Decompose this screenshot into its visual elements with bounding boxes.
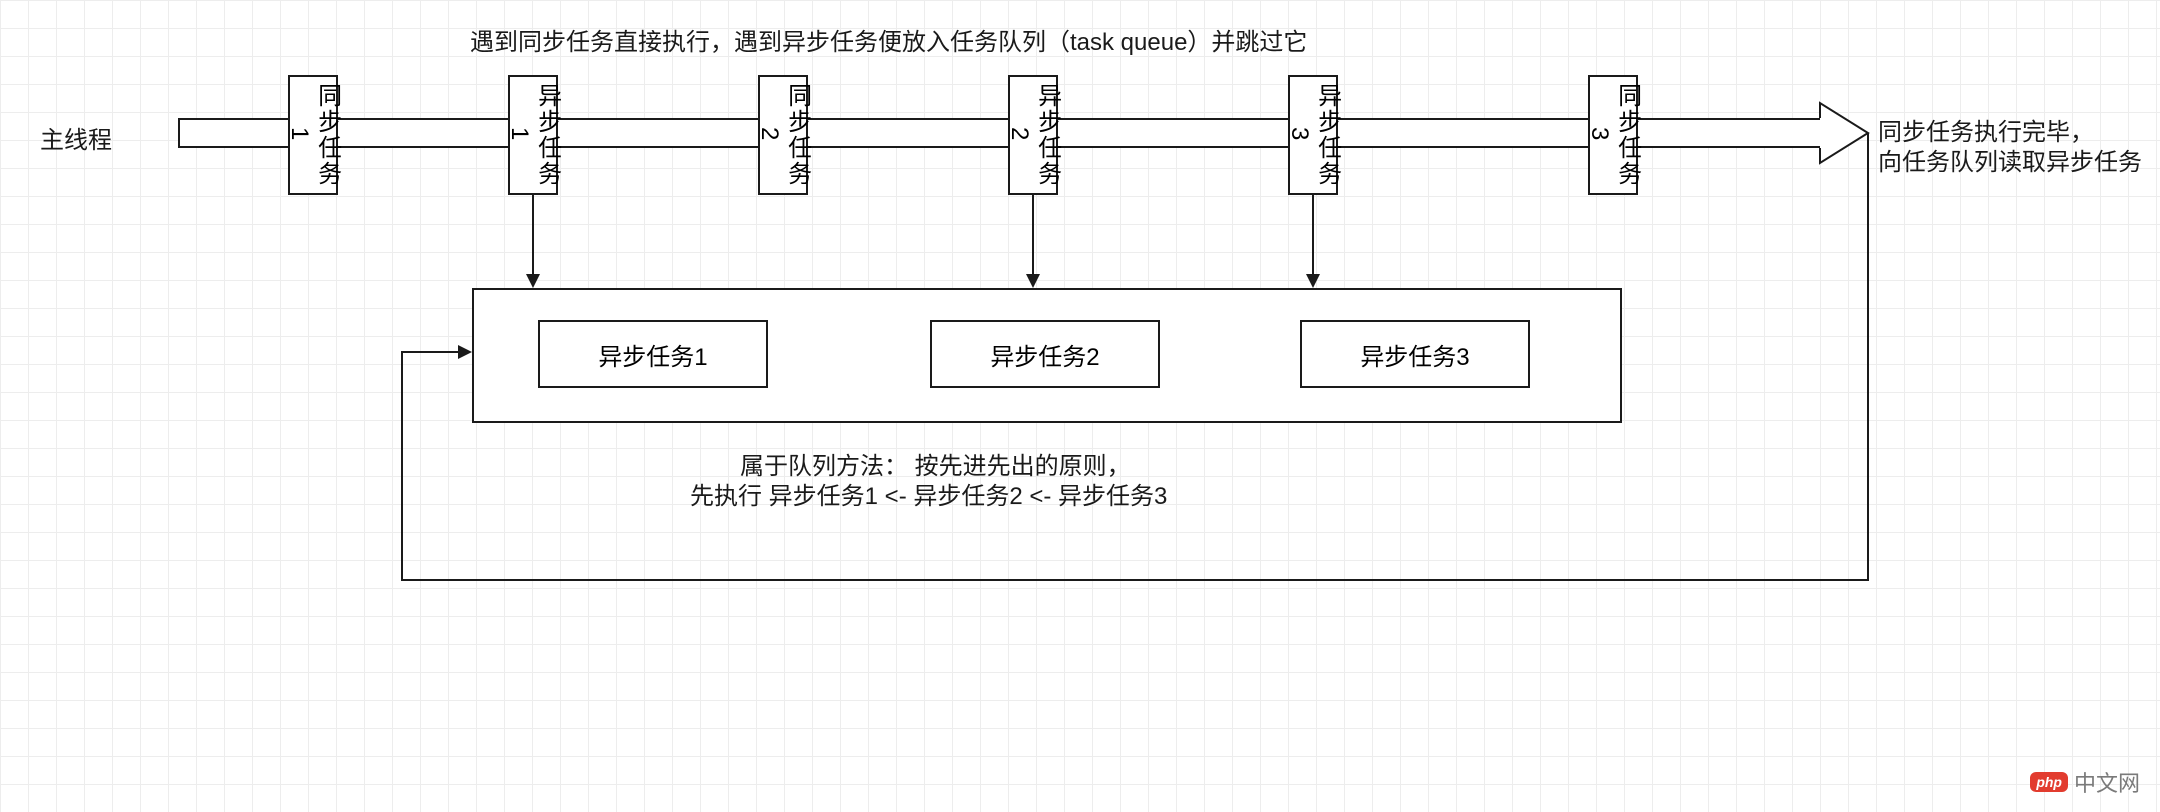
watermark: php 中文网 [2030, 766, 2140, 798]
async-task-box: 异步任务2 [1008, 75, 1058, 195]
task-box-label: 同步任务1 [285, 77, 340, 193]
arrowhead-down-icon [526, 274, 540, 288]
arrowhead-down-icon [1306, 274, 1320, 288]
arrow-shaft-segment [558, 118, 758, 148]
arrowhead-down-icon [1026, 274, 1040, 288]
watermark-logo-icon: php [2030, 772, 2068, 792]
task-box-label: 异步任务2 [1005, 77, 1060, 193]
queue-item: 异步任务1 [538, 320, 768, 388]
arrow-shaft-segment [1638, 118, 1820, 148]
task-box-label: 同步任务2 [755, 77, 810, 193]
sync-task-box: 同步任务3 [1588, 75, 1638, 195]
queue-item-label: 异步任务3 [1360, 337, 1469, 372]
label-main-thread: 主线程 [40, 120, 112, 155]
async-task-box: 异步任务1 [508, 75, 558, 195]
arrow-shaft-segment [1058, 118, 1288, 148]
caption-right-line2: 向任务队列读取异步任务 [1878, 142, 2142, 177]
caption-bottom-line2: 先执行 异步任务1 <- 异步任务2 <- 异步任务3 [690, 476, 1167, 511]
main-arrow-head-icon [1820, 103, 1868, 163]
arrow-shaft-segment [178, 118, 288, 148]
arrow-shaft-segment [808, 118, 1008, 148]
arrow-shaft-segment [1338, 118, 1588, 148]
task-box-label: 异步任务3 [1285, 77, 1340, 193]
queue-item: 异步任务3 [1300, 320, 1530, 388]
queue-item: 异步任务2 [930, 320, 1160, 388]
queue-item-label: 异步任务2 [990, 337, 1099, 372]
arrowhead-right-icon [458, 345, 472, 359]
diagram-canvas: 遇到同步任务直接执行，遇到异步任务便放入任务队列（task queue）并跳过它… [0, 0, 2160, 812]
task-box-label: 同步任务3 [1585, 77, 1640, 193]
async-task-box: 异步任务3 [1288, 75, 1338, 195]
sync-task-box: 同步任务1 [288, 75, 338, 195]
caption-top: 遇到同步任务直接执行，遇到异步任务便放入任务队列（task queue）并跳过它 [470, 22, 1307, 57]
sync-task-box: 同步任务2 [758, 75, 808, 195]
arrow-shaft-segment [338, 118, 508, 148]
queue-item-label: 异步任务1 [598, 337, 707, 372]
task-box-label: 异步任务1 [505, 77, 560, 193]
watermark-text: 中文网 [2074, 766, 2140, 798]
